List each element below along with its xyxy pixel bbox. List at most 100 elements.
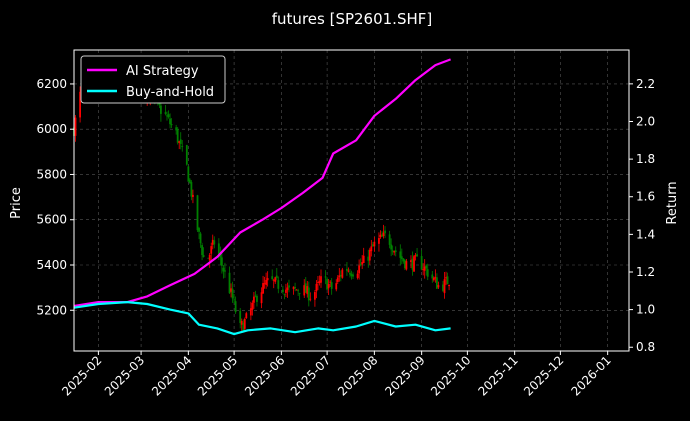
- candle-body: [185, 145, 188, 165]
- candle-body: [423, 266, 426, 271]
- candle-body: [413, 256, 415, 272]
- candle-body: [298, 292, 301, 294]
- candle-body: [306, 286, 309, 295]
- candle-body: [190, 182, 193, 197]
- candle-body: [437, 285, 440, 288]
- candle-body: [208, 254, 211, 261]
- candle-body: [167, 114, 170, 118]
- candle-body: [294, 287, 296, 289]
- candle-body: [422, 269, 425, 271]
- candle-body: [251, 302, 254, 310]
- candle-body: [384, 230, 386, 234]
- y2-tick-label: 1.2: [636, 265, 655, 279]
- candle-body: [329, 281, 332, 283]
- candle-body: [352, 274, 354, 277]
- candle-body: [318, 281, 321, 283]
- candle-body: [307, 287, 310, 301]
- candle-body: [217, 243, 220, 256]
- candle-body: [368, 249, 371, 261]
- candle-body: [297, 290, 300, 292]
- candle-body: [391, 250, 394, 252]
- candle-body: [314, 292, 316, 300]
- y-axis-label: Price: [9, 187, 24, 219]
- candle-body: [277, 280, 280, 289]
- candle-body: [170, 124, 173, 126]
- candle-body: [315, 283, 318, 292]
- candle-body: [378, 237, 380, 244]
- candle-body: [274, 277, 277, 282]
- candle-body: [295, 289, 298, 291]
- candle-body: [420, 256, 423, 270]
- candle-body: [253, 296, 255, 303]
- candle-body: [341, 269, 344, 278]
- candle-body: [281, 289, 284, 293]
- candle-body: [448, 285, 450, 287]
- candle-body: [446, 276, 449, 285]
- candle-body: [202, 255, 205, 257]
- candle-body: [399, 251, 402, 258]
- y2-axis-label: Return: [665, 181, 680, 224]
- candle-body: [359, 263, 362, 266]
- candle-body: [349, 272, 351, 275]
- candle-body: [242, 322, 245, 331]
- candle-body: [265, 279, 268, 285]
- series-line-ai-strategy: [73, 58, 451, 307]
- candle-body: [371, 244, 374, 247]
- candle-body: [443, 279, 446, 294]
- candle-body: [388, 234, 391, 245]
- candle-body: [243, 318, 246, 329]
- candle-body: [210, 246, 213, 254]
- candle-body: [317, 281, 319, 283]
- candle-body: [335, 283, 338, 290]
- candle-body: [271, 276, 274, 280]
- candle-body: [160, 105, 162, 114]
- candle-body: [245, 313, 248, 319]
- y-tick-label: 5600: [36, 213, 67, 227]
- legend: AI Strategy Buy-and-Hold: [80, 55, 226, 104]
- candle-body: [320, 276, 322, 283]
- y2-tick-label: 1.8: [636, 152, 655, 166]
- candle-body: [425, 265, 428, 269]
- y-tick-label: 6200: [36, 77, 67, 91]
- candle-body: [370, 246, 373, 252]
- candle-body: [324, 276, 327, 278]
- grid: [74, 50, 629, 351]
- candle-body: [230, 288, 232, 292]
- candle-body: [240, 320, 243, 325]
- candle-body: [260, 292, 263, 304]
- candle-body: [285, 289, 287, 293]
- candle-body: [169, 118, 171, 125]
- candle-body: [416, 254, 418, 257]
- candle-body: [358, 265, 361, 274]
- candle-body: [198, 228, 200, 232]
- candle-body: [207, 257, 210, 259]
- candle-body: [304, 283, 307, 293]
- candle-body: [211, 239, 214, 245]
- candle-body: [213, 240, 216, 245]
- candle-body: [402, 258, 405, 262]
- candle-body: [442, 284, 444, 291]
- candle-body: [164, 112, 167, 114]
- legend-label-buy-and-hold: Buy-and-Hold: [126, 85, 214, 100]
- candle-body: [231, 288, 234, 299]
- legend-label-ai-strategy: AI Strategy: [126, 64, 199, 79]
- candle-body: [283, 294, 286, 296]
- candle-body: [219, 253, 222, 258]
- candle-body: [346, 268, 348, 271]
- candle-body: [187, 166, 190, 182]
- chart-title: futures [SP2601.SHF]: [272, 10, 432, 28]
- candle-body: [362, 255, 365, 263]
- candle-body: [272, 279, 275, 281]
- candle-body: [445, 277, 447, 279]
- candle-body: [181, 146, 184, 147]
- candle-body: [176, 129, 179, 143]
- candle-body: [175, 127, 178, 131]
- candle-body: [74, 117, 77, 136]
- candle-body: [338, 275, 341, 278]
- candle-body: [288, 285, 290, 288]
- candle-body: [234, 301, 237, 313]
- candle-body: [286, 287, 289, 291]
- candle-body: [434, 277, 437, 279]
- candle-body: [188, 179, 191, 183]
